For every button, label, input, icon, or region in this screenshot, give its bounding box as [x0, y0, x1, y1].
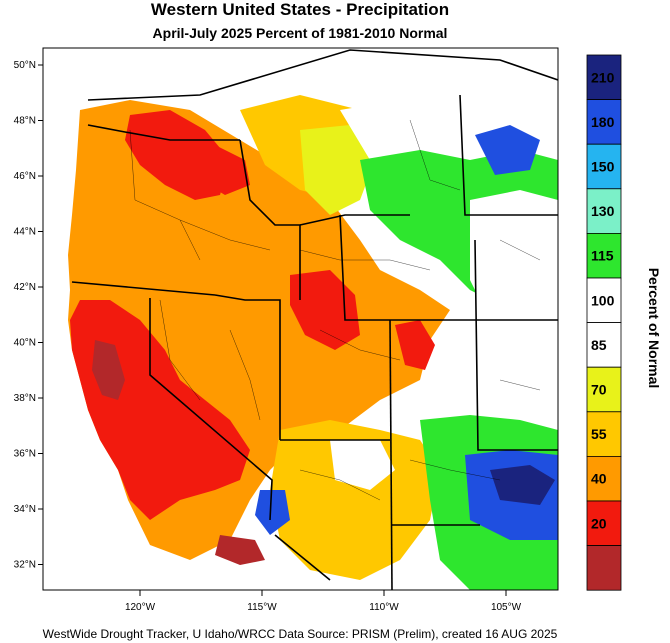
- border-nv-ut: [214, 294, 281, 440]
- region-blue-southwest: [255, 490, 290, 535]
- colorbar-label: 130: [591, 203, 615, 219]
- lat-label: 48°N: [14, 116, 36, 127]
- lat-label: 46°N: [14, 171, 36, 182]
- region-white-plains: [470, 190, 558, 340]
- border-or-ca: [71, 281, 216, 296]
- lat-label: 50°N: [14, 60, 36, 71]
- lat-label: 44°N: [14, 227, 36, 238]
- colorbar-label: 55: [591, 426, 607, 442]
- lat-label: 42°N: [14, 282, 36, 293]
- border-wy-co: [339, 214, 475, 321]
- border-or-wa: [87, 124, 240, 141]
- border-co-ks: [474, 239, 558, 451]
- region-verydry-baja: [215, 535, 265, 565]
- latitude-axis: 50°N 48°N 46°N 44°N 42°N 40°N 38°N 36°N 34°N 32°N: [14, 60, 43, 571]
- region-white-colorado: [440, 330, 558, 430]
- colorbar-swatch: [586, 54, 622, 100]
- region-yellow-arizona: [270, 420, 440, 580]
- region-navy-newmexico: [490, 465, 555, 505]
- colorbar-swatch: [586, 232, 622, 279]
- border-dakotas: [459, 94, 558, 216]
- county-lines: [129, 119, 541, 501]
- border-canada: [87, 49, 558, 101]
- lat-label: 40°N: [14, 338, 36, 349]
- longitude-axis: 120°W 115°W 110°W 105°W: [125, 590, 522, 613]
- colorbar-label: 20: [591, 515, 607, 531]
- state-borders: [71, 49, 558, 590]
- colorbar-label: 100: [591, 292, 615, 308]
- region-blue-dakota: [475, 125, 540, 175]
- lat-label: 36°N: [14, 449, 36, 460]
- colorbar-label: 180: [591, 114, 615, 130]
- colorbar-label: 115: [591, 248, 614, 264]
- colorbar-swatch: [586, 143, 622, 190]
- lon-label: 110°W: [369, 602, 399, 613]
- lat-label: 38°N: [14, 393, 36, 404]
- lon-label: 120°W: [125, 602, 156, 613]
- border-az-nm: [389, 319, 393, 590]
- map-title: Western United States - Precipitation: [150, 0, 450, 19]
- colorbar-label: 210: [591, 69, 615, 85]
- region-red-utah: [290, 270, 360, 350]
- lon-label: 105°W: [491, 602, 522, 613]
- region-red-colorado: [395, 320, 435, 370]
- colorbar-label: 40: [591, 471, 607, 487]
- colorbar-swatch: [586, 322, 622, 368]
- border-az-mx: [274, 534, 331, 581]
- colorbar-swatch: [586, 545, 622, 591]
- map-subtitle: April-July 2025 Percent of 1981-2010 Nor…: [152, 25, 448, 41]
- colorbar-swatch: [586, 277, 622, 323]
- colorbar-label: 85: [591, 337, 607, 353]
- colorbar-label: 150: [591, 159, 615, 175]
- colorbar-swatch: [586, 500, 622, 546]
- border-ca-nv: [149, 298, 273, 521]
- map-frame: [42, 47, 559, 591]
- lat-label: 32°N: [14, 560, 36, 571]
- region-red-idaho: [180, 145, 250, 195]
- colorbar-swatch: [586, 455, 622, 502]
- lat-label: 34°N: [14, 504, 36, 515]
- lon-label: 115°W: [247, 602, 277, 613]
- region-white-arizona: [330, 440, 395, 490]
- colorbar-label: 70: [591, 382, 607, 398]
- footer-credit: WestWide Drought Tracker, U Idaho/WRCC D…: [42, 627, 558, 641]
- pacific-ocean: [43, 48, 170, 590]
- region-verydry-central-valley: [92, 340, 125, 400]
- border-mt-wy: [299, 214, 410, 226]
- colorbar-swatch: [586, 411, 622, 457]
- region-yellow-wyoming: [300, 125, 375, 215]
- colorbar-swatch: [586, 366, 622, 413]
- colorbar-swatch: [586, 99, 622, 145]
- colorbar-title: Percent of Normal: [646, 267, 662, 389]
